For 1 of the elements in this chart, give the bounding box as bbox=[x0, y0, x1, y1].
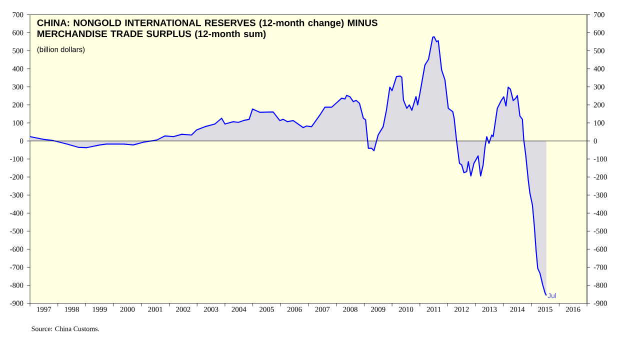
text: CHINA: NONGOLD INTERNATIONAL RESERVES (12-month change) MINUS MERCHANDISE TRADE SURPLUS (12-month sum) bbox=[37, 19, 378, 40]
